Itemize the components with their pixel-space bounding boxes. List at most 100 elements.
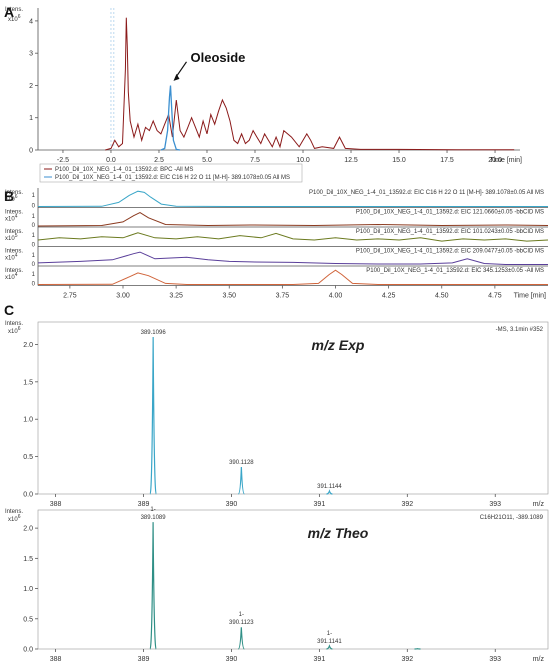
row-trace-label: P100_Dil_10X_NEG_1-4_01_13592.d: EIC C16… <box>309 190 544 196</box>
y-tick-label: 1.5 <box>23 379 33 386</box>
peak-mz-label: 391.1144 <box>317 484 342 490</box>
row-y-label: Intens. <box>5 229 23 235</box>
y-tick-label: 1.0 <box>23 586 33 593</box>
plot-frame <box>37 509 549 650</box>
row-trace-label: P100_Dil_10X_NEG_1-4_01_13592.d: EIC 121… <box>356 210 544 216</box>
x-tick-label: 392 <box>401 501 413 508</box>
row-trace <box>37 190 548 207</box>
spectrum-experimental: Intens.x106 0.0 0.5 1.0 1.5 2.0 388 389 390 391 39… <box>5 321 549 508</box>
series-bpc <box>105 17 515 151</box>
panel-label-b: B <box>4 188 14 204</box>
row-y-exponent: x105 <box>5 233 18 242</box>
row-y-tick-label: 1 <box>32 193 36 199</box>
legend-box <box>39 163 303 183</box>
annotation-arrowhead <box>173 73 180 81</box>
x-axis-unit: Time [min] <box>514 293 546 300</box>
x-tick-label: 393 <box>489 656 501 661</box>
y-tick-label: 0.0 <box>23 492 33 499</box>
legend: P100_Dil_10X_NEG_1-4_01_13592.d: BPC -Al… <box>39 163 303 183</box>
x-tick-label: 390 <box>226 656 238 661</box>
x-tick-label: 390 <box>226 501 238 508</box>
spectrum-peak <box>237 627 245 650</box>
spectrum-peak <box>149 336 157 495</box>
row-y-exponent: x106 <box>5 194 18 203</box>
row-y-tick-label: 0 <box>32 204 36 210</box>
x-tick-label: 3.50 <box>222 293 236 300</box>
x-tick-label: 2.75 <box>63 293 77 300</box>
row-y-tick-label: 1 <box>32 214 36 220</box>
y-axis-exponent: x106 <box>8 326 21 335</box>
x-tick-label: 2.5 <box>154 157 164 164</box>
x-tick-label: 15.0 <box>392 157 406 164</box>
chromatogram-panel-a: Intens.x106 0 1 2 3 4 -2.5 0.0 2.5 5.0 7.5 10.0 12.5… <box>5 7 522 183</box>
x-axis-unit: m/z <box>533 501 545 508</box>
y-tick-label: 2.0 <box>23 342 33 349</box>
plot-frame <box>37 321 549 495</box>
row-trace <box>37 232 549 242</box>
x-tick-label: 4.50 <box>435 293 449 300</box>
row-y-exponent: x104 <box>5 253 18 262</box>
y-tick-label: 0 <box>29 148 33 155</box>
row-trace-label: P100_Dil_10X_NEG_1-4_01_13592.d: EIC 209… <box>356 249 544 255</box>
annotation-arrow <box>175 61 187 79</box>
x-tick-label: -2.5 <box>57 157 69 164</box>
peak-mz-label: 390.1128 <box>229 460 254 466</box>
y-tick-label: 1 <box>29 115 33 122</box>
x-axis-unit: Time [min] <box>490 157 522 164</box>
annotation-oleoside: Oleoside <box>191 50 246 65</box>
peak-mz-label: 389.1089 <box>141 515 167 521</box>
row-y-exponent: x104 <box>5 272 18 281</box>
row-y-tick-label: 1 <box>32 233 36 239</box>
x-tick-label: 388 <box>50 501 62 508</box>
x-tick-label: 17.5 <box>440 157 454 164</box>
x-tick-label: 4.00 <box>329 293 343 300</box>
y-tick-label: 3 <box>29 51 33 58</box>
panel-label-a: A <box>4 4 14 20</box>
panel-label-c: C <box>4 302 14 318</box>
y-tick-label: 0.0 <box>23 647 33 654</box>
y-axis-label: Intens. <box>5 509 23 515</box>
row-y-label: Intens. <box>5 268 23 274</box>
y-axis-label: Intens. <box>5 321 23 327</box>
x-tick-label: 391 <box>314 656 326 661</box>
row-y-label: Intens. <box>5 210 23 216</box>
x-tick-label: 4.75 <box>488 293 502 300</box>
x-tick-label: 5.0 <box>202 157 212 164</box>
row-y-tick-label: 0 <box>32 243 36 249</box>
x-tick-label: 3.25 <box>169 293 183 300</box>
row-trace <box>37 251 548 265</box>
x-tick-label: 3.00 <box>116 293 130 300</box>
peak-mz-label: 389.1096 <box>141 330 167 336</box>
spectrum-peak <box>237 467 245 495</box>
peak-charge-label: 1- <box>327 631 332 637</box>
y-tick-label: 1.5 <box>23 556 33 563</box>
spectrum-peak <box>326 489 333 495</box>
x-tick-label: 3.75 <box>276 293 290 300</box>
y-tick-label: 2.0 <box>23 526 33 533</box>
y-tick-label: 2 <box>29 83 33 90</box>
eic-stack-panel-b: Intens.x106 10P100_Dil_10X_NEG_1-4_01_135… <box>5 188 549 300</box>
peak-mz-label: 390.1123 <box>229 620 254 626</box>
x-tick-label: 393 <box>489 501 501 508</box>
row-y-exponent: x104 <box>5 214 18 223</box>
x-tick-label: 389 <box>138 501 150 508</box>
x-tick-label: 389 <box>138 656 150 661</box>
spectrum-peak <box>326 644 333 650</box>
peak-charge-label: 1- <box>150 507 155 513</box>
spectrum-theoretical: Intens.x106 0.0 0.5 1.0 1.5 2.0 388 389 390 391 39… <box>5 507 549 661</box>
y-axis-exponent: x106 <box>8 14 21 23</box>
x-tick-label: 7.5 <box>250 157 260 164</box>
legend-entry: P100_Dil_10X_NEG_1-4_01_13592.d: BPC -Al… <box>55 167 193 173</box>
peak-mz-label: 391.1141 <box>317 639 342 645</box>
row-trace-label: P100_Dil_10X_NEG_1-4_01_13592.d: EIC 101… <box>356 229 544 235</box>
row-y-tick-label: 1 <box>32 272 36 278</box>
row-y-label: Intens. <box>5 190 23 196</box>
y-tick-label: 1.0 <box>23 417 33 424</box>
row-y-tick-label: 0 <box>32 262 36 268</box>
x-tick-label: 20.0 <box>488 157 502 164</box>
row-trace-label: P100_Dil_10X_NEG_1-4_01_13592.d: EIC 345… <box>366 268 544 274</box>
row-trace <box>37 212 549 227</box>
row-y-label: Intens. <box>5 249 23 255</box>
x-tick-label: 10.0 <box>296 157 310 164</box>
